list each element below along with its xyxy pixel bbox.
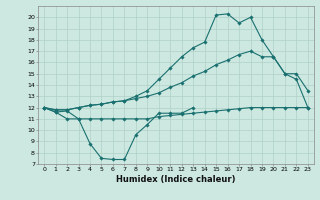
X-axis label: Humidex (Indice chaleur): Humidex (Indice chaleur): [116, 175, 236, 184]
